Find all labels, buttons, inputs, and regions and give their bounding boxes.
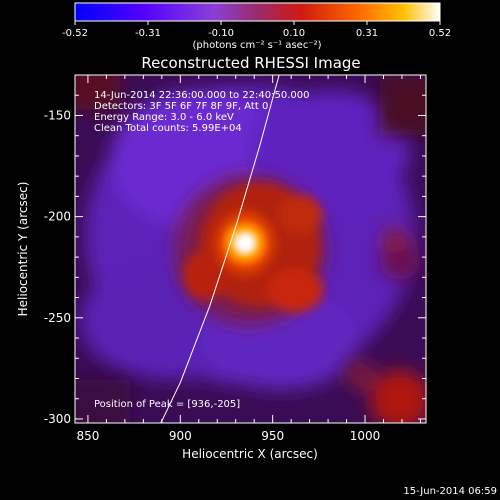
colorbar-tick-label: 0.31 bbox=[356, 28, 378, 39]
annotation-energy: Energy Range: 3.0 - 6.0 keV bbox=[94, 112, 234, 123]
heatmap-image bbox=[75, 75, 426, 423]
colorbar bbox=[74, 2, 441, 22]
annotation-detectors: Detectors: 3F 5F 6F 7F 8F 9F, Att 0 bbox=[94, 101, 268, 112]
x-tick-label: 1000 bbox=[350, 429, 381, 443]
solar-limb-line bbox=[160, 75, 280, 423]
x-tick-label: 950 bbox=[261, 429, 284, 443]
y-tick-label: -150 bbox=[44, 108, 71, 122]
colorbar-units: (photons cm⁻² s⁻¹ asec⁻²) bbox=[192, 40, 321, 51]
colorbar-tick-label: -0.52 bbox=[62, 28, 88, 39]
annotation-counts: Clean Total counts: 5.99E+04 bbox=[94, 123, 242, 134]
plot-frame bbox=[74, 74, 427, 424]
y-tick-label: -200 bbox=[44, 210, 71, 224]
colorbar-tick-label: 0.10 bbox=[283, 28, 305, 39]
annotation-block: 14-Jun-2014 22:36:00.000 to 22:40:50.000… bbox=[94, 90, 310, 410]
x-tick-label: 850 bbox=[76, 429, 99, 443]
colorbar-tick-label: -0.31 bbox=[135, 28, 161, 39]
annotation-peak: Position of Peak = [936,-205] bbox=[94, 399, 240, 410]
chart-title: Reconstructed RHESSI Image bbox=[141, 54, 360, 72]
x-tick-label: 900 bbox=[169, 429, 192, 443]
footer-date: 15-Jun-2014 06:59 bbox=[403, 486, 497, 497]
annotation-time: 14-Jun-2014 22:36:00.000 to 22:40:50.000 bbox=[94, 90, 310, 101]
colorbar-ticks: -0.52 -0.31 -0.10 0.10 0.31 0.52 bbox=[62, 21, 451, 39]
y-axis-label: Heliocentric Y (arcsec) bbox=[16, 182, 30, 317]
y-tick-label: -300 bbox=[44, 412, 71, 426]
y-tick-label: -250 bbox=[44, 311, 71, 325]
colorbar-tick-label: -0.10 bbox=[208, 28, 234, 39]
colorbar-tick-label: 0.52 bbox=[429, 28, 451, 39]
x-axis-label: Heliocentric X (arcsec) bbox=[182, 447, 318, 461]
y-axis: -150 -200 -250 -300 bbox=[44, 74, 426, 426]
x-axis: 850 900 950 1000 bbox=[76, 75, 421, 443]
